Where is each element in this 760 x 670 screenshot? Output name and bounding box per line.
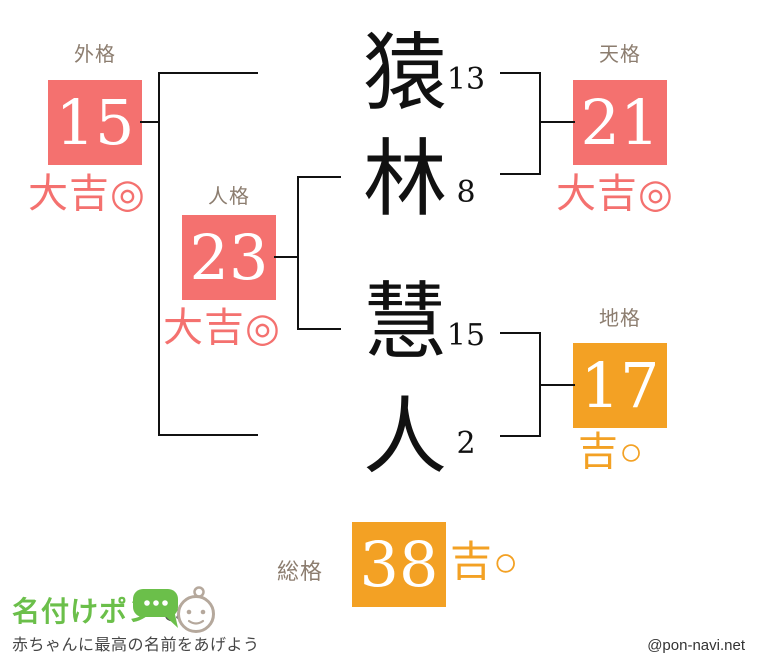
tenkaku-bracket-top-line: [500, 72, 541, 74]
gaikaku-bracket-top-line: [158, 72, 258, 74]
tenkaku-bracket-bottom-line: [500, 173, 541, 175]
baby-face-icon: [177, 586, 215, 633]
gaikaku-bracket-bottom-line: [158, 434, 258, 436]
stroke-count-1: 13: [446, 62, 486, 97]
logo-mark: [133, 586, 215, 633]
gaikaku-result: 大吉◎: [28, 172, 146, 216]
chikaku-label: 地格: [599, 308, 641, 330]
gaikaku-box-stub-line: [140, 121, 160, 123]
tenkaku-result: 大吉◎: [556, 172, 674, 216]
jinkaku-value-box: 23: [182, 215, 276, 300]
gaikaku-bracket-vertical-line: [158, 72, 160, 436]
name-char-4: 人: [362, 388, 447, 486]
speech-bubble-icon: [133, 589, 178, 628]
chikaku-bracket-top-line: [500, 332, 541, 334]
tenkaku-box-stub-line: [539, 121, 575, 123]
name-char-3: 慧: [362, 273, 447, 371]
name-char-2: 林: [362, 130, 447, 228]
tenkaku-value-box: 21: [573, 80, 667, 165]
chikaku-result: 吉○: [578, 430, 645, 474]
site-credit: @pon-navi.net: [647, 637, 745, 654]
jinkaku-bracket-bottom-line: [297, 328, 341, 330]
jinkaku-bracket-top-line: [297, 176, 341, 178]
chikaku-value-box: 17: [573, 343, 667, 428]
stroke-count-4: 2: [456, 426, 476, 461]
chikaku-bracket-bottom-line: [500, 435, 541, 437]
stroke-count-3: 15: [446, 318, 486, 353]
tenkaku-label: 天格: [599, 44, 641, 66]
tenkaku-bracket-vertical-line: [539, 72, 541, 175]
jinkaku-box-stub-line: [274, 256, 299, 258]
stroke-count-2: 8: [456, 175, 476, 210]
name-char-1: 猿: [362, 24, 447, 122]
jinkaku-bracket-vertical-line: [297, 176, 299, 330]
site-logo-text: 名付けポン: [12, 596, 158, 627]
site-tagline: 赤ちゃんに最高の名前をあげよう: [12, 637, 260, 654]
soukaku-value-box: 38: [352, 522, 446, 607]
soukaku-label: 総格: [276, 559, 323, 584]
gaikaku-label: 外格: [74, 44, 116, 66]
jinkaku-result: 大吉◎: [163, 306, 281, 350]
gaikaku-value-box: 15: [48, 80, 142, 165]
jinkaku-label: 人格: [208, 186, 250, 208]
soukaku-result: 吉○: [450, 538, 520, 585]
chikaku-box-stub-line: [539, 384, 575, 386]
